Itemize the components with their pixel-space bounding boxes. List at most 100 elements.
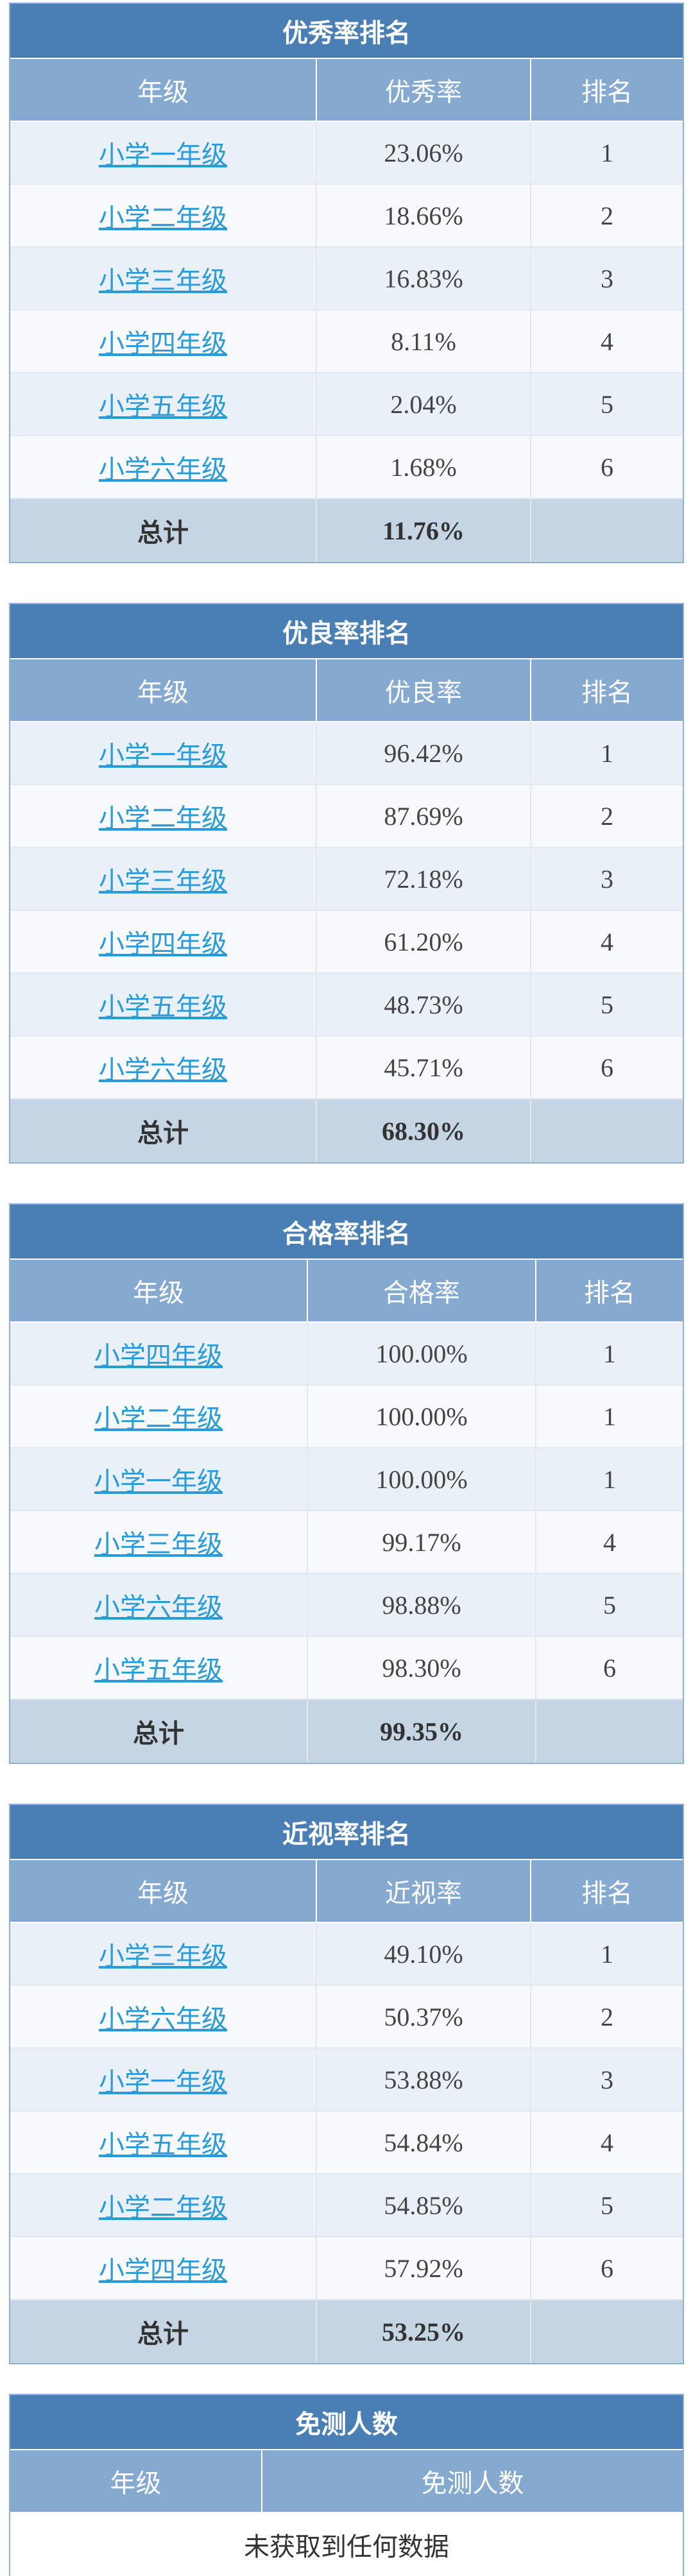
rate-value: 1.68%: [390, 452, 457, 482]
grade-link[interactable]: 小学六年级: [99, 2004, 227, 2034]
rate-value: 98.30%: [382, 1653, 461, 1682]
total-row: 总计 11.76%: [10, 499, 683, 562]
pass-rate-table: 合格率排名 年级 合格率 排名 小学四年级 100.00% 1 小学二年级 10…: [9, 1203, 684, 1764]
table-row: 小学三年级 72.18% 3: [10, 848, 683, 911]
rate-value: 100.00%: [375, 1464, 468, 1494]
rate-value: 98.88%: [382, 1590, 461, 1620]
grade-link[interactable]: 小学六年级: [99, 1055, 227, 1085]
total-label: 总计: [10, 1099, 317, 1162]
grade-link[interactable]: 小学一年级: [99, 741, 227, 770]
rank-value: 4: [603, 1527, 616, 1557]
table-row: 小学二年级 54.85% 5: [10, 2174, 683, 2237]
table-row: 小学二年级 87.69% 2: [10, 785, 683, 848]
rank-value: 6: [601, 452, 613, 482]
total-value: 68.30%: [382, 1116, 465, 1146]
grade-link[interactable]: 小学三年级: [99, 867, 227, 896]
rate-value: 99.17%: [382, 1527, 461, 1557]
rank-value: 4: [601, 927, 613, 956]
rate-value: 57.92%: [384, 2253, 463, 2283]
grade-link[interactable]: 小学四年级: [99, 329, 227, 359]
header-rank: 排名: [581, 78, 633, 107]
table-row: 小学一年级 53.88% 3: [10, 2049, 683, 2112]
header-value: 合格率: [308, 1260, 536, 1321]
total-row: 总计 99.35%: [10, 1700, 683, 1763]
total-label: 总计: [10, 2300, 317, 2363]
header-count: 免测人数: [421, 2469, 524, 2498]
good-rate-table: 优良率 排名 年级 优良率 排名 小学一年级 96.42% 1 小学二年级 87.…: [9, 603, 684, 1164]
rank-value: 5: [601, 990, 613, 1019]
table-row: 小学四年级 57.92% 6: [10, 2237, 683, 2300]
table-row: 小学四年级 8.11% 4: [10, 310, 683, 373]
rate-value: 8.11%: [391, 326, 456, 356]
grade-link[interactable]: 小学五年级: [99, 2130, 227, 2160]
rank-value: 4: [601, 2128, 613, 2157]
rank-value: 6: [601, 2253, 613, 2283]
grade-link[interactable]: 小学五年级: [94, 1656, 223, 1685]
table-row: 小学五年级 98.30% 6: [10, 1637, 683, 1700]
header-value: 优良率: [317, 659, 531, 721]
rank-value: 1: [603, 1464, 616, 1494]
total-label: 总计: [10, 499, 317, 562]
grade-link[interactable]: 小学一年级: [99, 2067, 227, 2097]
grade-link[interactable]: 小学四年级: [94, 1341, 223, 1371]
rate-value: 45.71%: [384, 1053, 463, 1082]
rank-value: 1: [601, 138, 613, 167]
table-title: 近视率排名: [10, 1805, 683, 1860]
grade-link[interactable]: 小学五年级: [99, 392, 227, 421]
total-rank: [531, 2300, 683, 2363]
grade-link[interactable]: 小学六年级: [99, 455, 227, 484]
table-title: 优秀率排名: [10, 4, 683, 59]
header-row: 年级 免测人数: [10, 2450, 683, 2513]
header-row: 年级 合格率 排名: [10, 1260, 683, 1323]
total-value: 53.25%: [382, 2317, 465, 2346]
rate-value: 50.37%: [384, 2002, 463, 2031]
rate-value: 96.42%: [384, 738, 463, 768]
header-row: 年级 优良率 排名: [10, 659, 683, 722]
table-row: 小学四年级 100.00% 1: [10, 1323, 683, 1385]
total-rank: [536, 1700, 683, 1763]
grade-link[interactable]: 小学四年级: [99, 2256, 227, 2285]
grade-link[interactable]: 小学四年级: [99, 929, 227, 959]
grade-link[interactable]: 小学二年级: [99, 203, 227, 233]
table-row: 小学六年级 45.71% 6: [10, 1037, 683, 1099]
excellence-rate-table: 优秀率排名 年级 优秀率 排名 小学一年级 23.06% 1 小学二年级 1 8.…: [9, 3, 684, 563]
table-row: 小学四年级 61.20% 4: [10, 911, 683, 974]
grade-link[interactable]: 小学三年级: [99, 266, 227, 296]
header-grade: 年级: [10, 2450, 262, 2512]
header-value: 近视率: [317, 1860, 531, 1922]
rank-value: 2: [601, 2002, 613, 2031]
table-row: 小学五年级 54.84% 4: [10, 2112, 683, 2174]
total-rank: [531, 499, 683, 562]
rate-value: 2.04%: [390, 389, 457, 419]
rank-value: 4: [601, 326, 613, 356]
grade-link[interactable]: 小学六年级: [94, 1593, 223, 1622]
rank-value: 5: [601, 2190, 613, 2220]
grade-link[interactable]: 小学一年级: [94, 1467, 223, 1496]
table-row: 小学二年级 100.00% 1: [10, 1385, 683, 1448]
grade-link[interactable]: 小学三年级: [99, 1942, 227, 1971]
rank-value: 1: [601, 738, 613, 768]
header-rank: 排名: [581, 678, 633, 708]
rank-value: 3: [601, 264, 613, 293]
rate-value: 49.10%: [384, 1939, 463, 1969]
header-grade: 年级: [10, 59, 317, 121]
grade-link[interactable]: 小学二年级: [99, 2193, 227, 2223]
header-grade: 年级: [10, 1860, 317, 1922]
rate-value: 54.84%: [384, 2128, 463, 2157]
grade-link[interactable]: 小学三年级: [94, 1530, 223, 1559]
table-row: 小学五年级 48.73% 5: [10, 974, 683, 1037]
table-row: 小学一年级 23.06% 1: [10, 122, 683, 185]
table-title: 免测人数: [10, 2395, 683, 2450]
total-value: 99.35%: [380, 1716, 463, 1746]
grade-link[interactable]: 小学一年级: [99, 140, 227, 170]
grade-link[interactable]: 小学五年级: [99, 992, 227, 1022]
header-row: 年级 优秀率 排名: [10, 59, 683, 122]
table-title: 合格率排名: [10, 1205, 683, 1260]
header-rank: 排名: [581, 1879, 633, 1908]
grade-link[interactable]: 小学二年级: [99, 804, 227, 833]
rate-value: 48.73%: [384, 990, 463, 1019]
grade-link[interactable]: 小学二年级: [94, 1404, 223, 1434]
rank-value: 3: [601, 864, 613, 894]
header-grade: 年级: [10, 1260, 308, 1321]
